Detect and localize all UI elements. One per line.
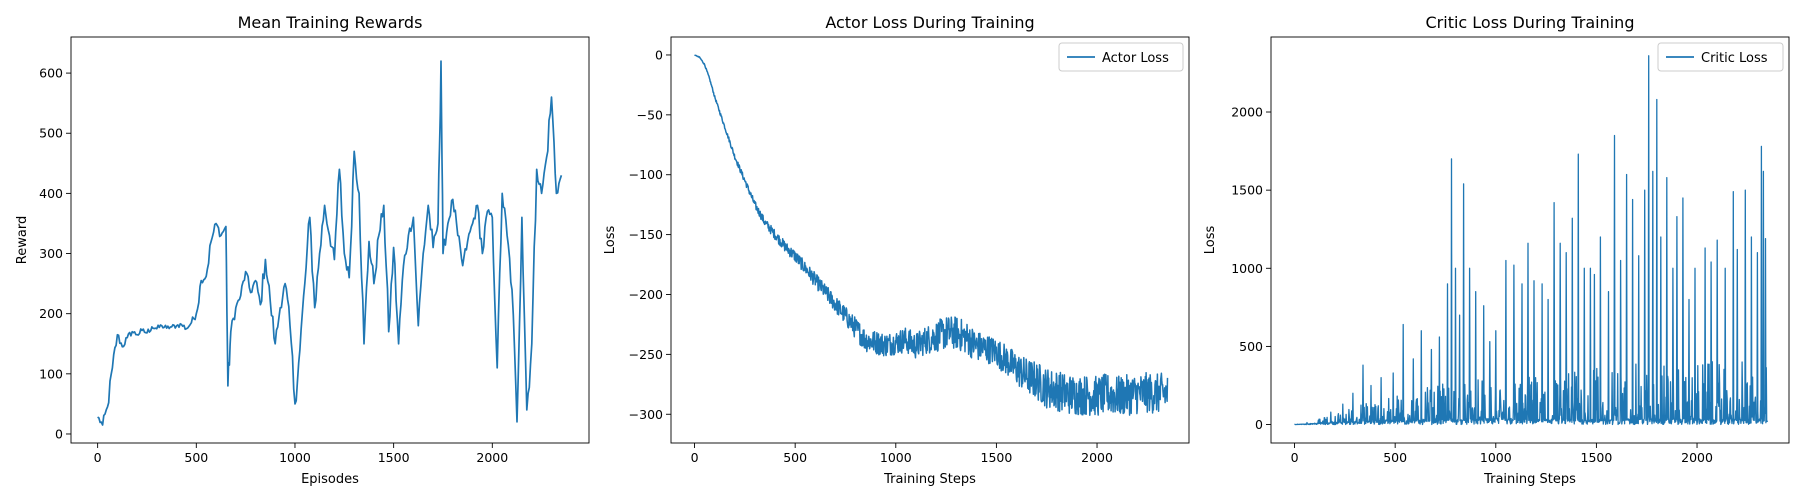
y-tick-label: 0 <box>1255 417 1263 432</box>
series-line-critic-loss <box>1294 55 1769 426</box>
y-axis-label: Reward <box>15 216 30 264</box>
y-tick-label: 500 <box>1239 339 1263 354</box>
legend-box <box>1058 42 1184 72</box>
x-axis-label: Episodes <box>301 472 359 487</box>
plot-area <box>1294 55 1769 426</box>
x-tick-label: 500 <box>1383 450 1407 465</box>
y-tick-label: 0 <box>55 426 63 441</box>
y-tick-label: 2000 <box>1231 105 1263 120</box>
x-tick-label: 1000 <box>279 450 311 465</box>
y-tick-label: −150 <box>629 227 663 242</box>
y-tick-label: 1000 <box>1231 261 1263 276</box>
x-tick-label: 1500 <box>378 450 410 465</box>
x-axis-label: Training Steps <box>883 472 976 487</box>
y-tick-label: 200 <box>39 306 63 321</box>
chart-title: Mean Training Rewards <box>238 13 423 32</box>
x-tick-label: 2000 <box>1081 450 1113 465</box>
y-axis-label: Loss <box>1203 226 1218 255</box>
x-tick-label: 1000 <box>1480 450 1512 465</box>
legend: Critic Loss <box>1657 42 1784 72</box>
x-axis-label: Training Steps <box>1483 472 1576 487</box>
y-tick-label: 0 <box>655 47 663 62</box>
y-tick-label: −50 <box>637 107 663 122</box>
x-tick-label: 2000 <box>476 450 508 465</box>
y-axis-label: Loss <box>603 226 618 255</box>
x-tick-label: 0 <box>1291 450 1299 465</box>
x-tick-label: 0 <box>94 450 102 465</box>
tick-group: 0 500 1000 1500 2000 0 100 200 300 400 500 600 <box>39 66 508 465</box>
tick-group: 0 500 1000 1500 2000 0 −50 −100 −150 −200 −250 −300 <box>629 47 1113 465</box>
chart-panel-rewards: Mean Training Rewards 0 500 1000 1500 2000 0 1… <box>15 13 590 487</box>
x-tick-label: 0 <box>691 450 699 465</box>
tick-group: 0 500 1000 1500 2000 0 500 1000 1500 2000 <box>1231 105 1713 465</box>
plot-area <box>97 60 563 426</box>
legend-label: Critic Loss <box>1701 51 1768 66</box>
y-tick-label: 600 <box>39 66 63 81</box>
x-tick-label: 1500 <box>1581 450 1613 465</box>
y-tick-label: 400 <box>39 186 63 201</box>
legend-box <box>1657 42 1784 72</box>
x-tick-label: 1000 <box>880 450 912 465</box>
axes-frame <box>70 36 590 444</box>
chart-panel-actor-loss: Actor Loss During Training 0 500 1000 1500 2… <box>603 13 1190 487</box>
chart-panel-critic-loss: Critic Loss During Training 0 500 1000 1500… <box>1203 13 1790 487</box>
legend-label: Actor Loss <box>1102 51 1169 66</box>
legend: Actor Loss <box>1058 42 1184 72</box>
chart-title: Actor Loss During Training <box>825 13 1034 32</box>
x-tick-label: 1500 <box>981 450 1013 465</box>
x-tick-label: 2000 <box>1681 450 1713 465</box>
series-line-actor-loss <box>694 54 1169 416</box>
series-line-reward <box>97 60 563 426</box>
axes-frame <box>1270 36 1790 444</box>
chart-title: Critic Loss During Training <box>1426 13 1635 32</box>
y-tick-label: 100 <box>39 366 63 381</box>
y-tick-label: −200 <box>629 287 663 302</box>
y-tick-label: −250 <box>629 347 663 362</box>
x-tick-label: 500 <box>783 450 807 465</box>
y-tick-label: 1500 <box>1231 183 1263 198</box>
y-tick-label: 300 <box>39 246 63 261</box>
x-tick-label: 500 <box>184 450 208 465</box>
y-tick-label: −300 <box>629 407 663 422</box>
y-tick-label: −100 <box>629 167 663 182</box>
plot-area <box>694 54 1169 416</box>
axes-frame <box>670 36 1190 444</box>
y-tick-label: 500 <box>39 126 63 141</box>
